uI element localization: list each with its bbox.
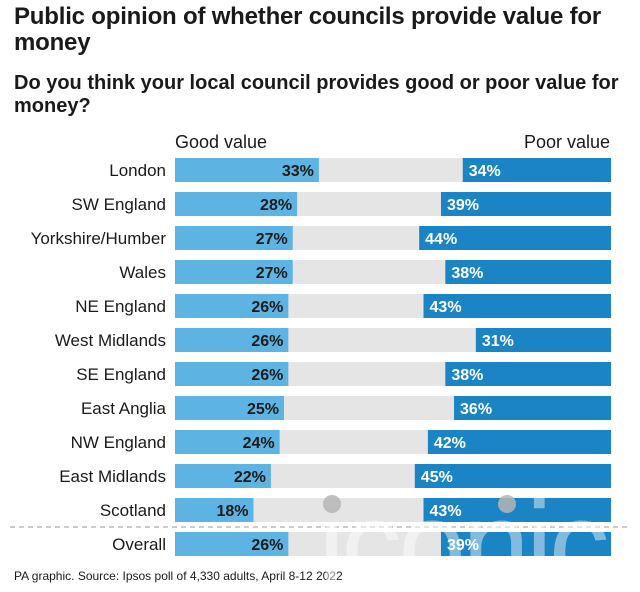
poor-value-label-london: 34% (469, 163, 501, 180)
good-bar-overall (175, 532, 289, 556)
poor-value-label-east-midlands: 45% (421, 469, 453, 486)
good-value-label-west-midlands: 26% (251, 333, 283, 350)
good-value-label-yorkshire-humber: 27% (256, 231, 288, 248)
poor-bar-east-anglia (454, 396, 611, 420)
category-label-scotland: Scotland (100, 501, 166, 520)
source-note: PA graphic. Source: Ipsos poll of 4,330 … (14, 569, 343, 583)
good-bar-east-midlands (175, 464, 271, 488)
poor-bar-se-england (445, 362, 611, 386)
category-label-east-midlands: East Midlands (59, 467, 166, 486)
poor-bar-yorkshire-humber (419, 226, 611, 250)
category-label-yorkshire-humber: Yorkshire/Humber (31, 229, 167, 248)
poor-bar-nw-england (427, 430, 611, 454)
category-label-nw-england: NW England (71, 433, 166, 452)
good-value-label-scotland: 18% (216, 503, 248, 520)
good-bar-west-midlands (175, 328, 289, 352)
good-bar-se-england (175, 362, 289, 386)
poor-value-label-wales: 38% (451, 265, 483, 282)
poor-value-label-east-anglia: 36% (460, 401, 492, 418)
good-bar-ne-england (175, 294, 289, 318)
poor-value-label-se-england: 38% (451, 367, 483, 384)
poor-bar-london (462, 158, 611, 182)
good-value-label-overall: 26% (251, 537, 283, 554)
category-label-wales: Wales (119, 263, 166, 282)
category-label-overall: Overall (112, 535, 166, 554)
poor-value-label-yorkshire-humber: 44% (425, 231, 457, 248)
chart-subtitle: Do you think your local council provides… (14, 72, 619, 117)
good-bar-scotland (175, 498, 254, 522)
poor-value-label-scotland: 43% (430, 503, 462, 520)
good-value-label-se-england: 26% (251, 367, 283, 384)
poor-bar-overall (440, 532, 611, 556)
good-bar-east-anglia (175, 396, 284, 420)
category-label-east-anglia: East Anglia (81, 399, 167, 418)
poor-value-label-nw-england: 42% (434, 435, 466, 452)
poor-bar-east-midlands (414, 464, 611, 488)
poor-bar-west-midlands (475, 328, 611, 352)
poor-value-label-ne-england: 43% (430, 299, 462, 316)
good-bar-yorkshire-humber (175, 226, 293, 250)
poor-bar-ne-england (423, 294, 611, 318)
poor-value-label-sw-england: 39% (447, 197, 479, 214)
poor-value-label-overall: 39% (447, 537, 479, 554)
good-value-label-london: 33% (282, 163, 314, 180)
poor-bar-wales (445, 260, 611, 284)
poor-value-label-west-midlands: 31% (482, 333, 514, 350)
good-bar-nw-england (175, 430, 280, 454)
good-value-label-nw-england: 24% (243, 435, 275, 452)
poor-bar-sw-england (440, 192, 611, 216)
good-bar-wales (175, 260, 293, 284)
good-bar-london (175, 158, 319, 182)
legend-poor-value: Poor value (523, 132, 610, 152)
good-value-label-sw-england: 28% (260, 197, 292, 214)
good-value-label-east-midlands: 22% (234, 469, 266, 486)
category-label-sw-england: SW England (72, 195, 167, 214)
legend-good-value: Good value (175, 132, 268, 152)
good-value-label-east-anglia: 25% (247, 401, 279, 418)
good-value-label-wales: 27% (256, 265, 288, 282)
category-label-west-midlands: West Midlands (55, 331, 166, 350)
category-label-ne-england: NE England (75, 297, 166, 316)
category-label-london: London (109, 161, 166, 180)
chart-title: Public opinion of whether councils provi… (14, 3, 601, 56)
poor-bar-scotland (423, 498, 611, 522)
good-bar-sw-england (175, 192, 298, 216)
good-value-label-ne-england: 26% (251, 299, 283, 316)
category-label-se-england: SE England (76, 365, 166, 384)
